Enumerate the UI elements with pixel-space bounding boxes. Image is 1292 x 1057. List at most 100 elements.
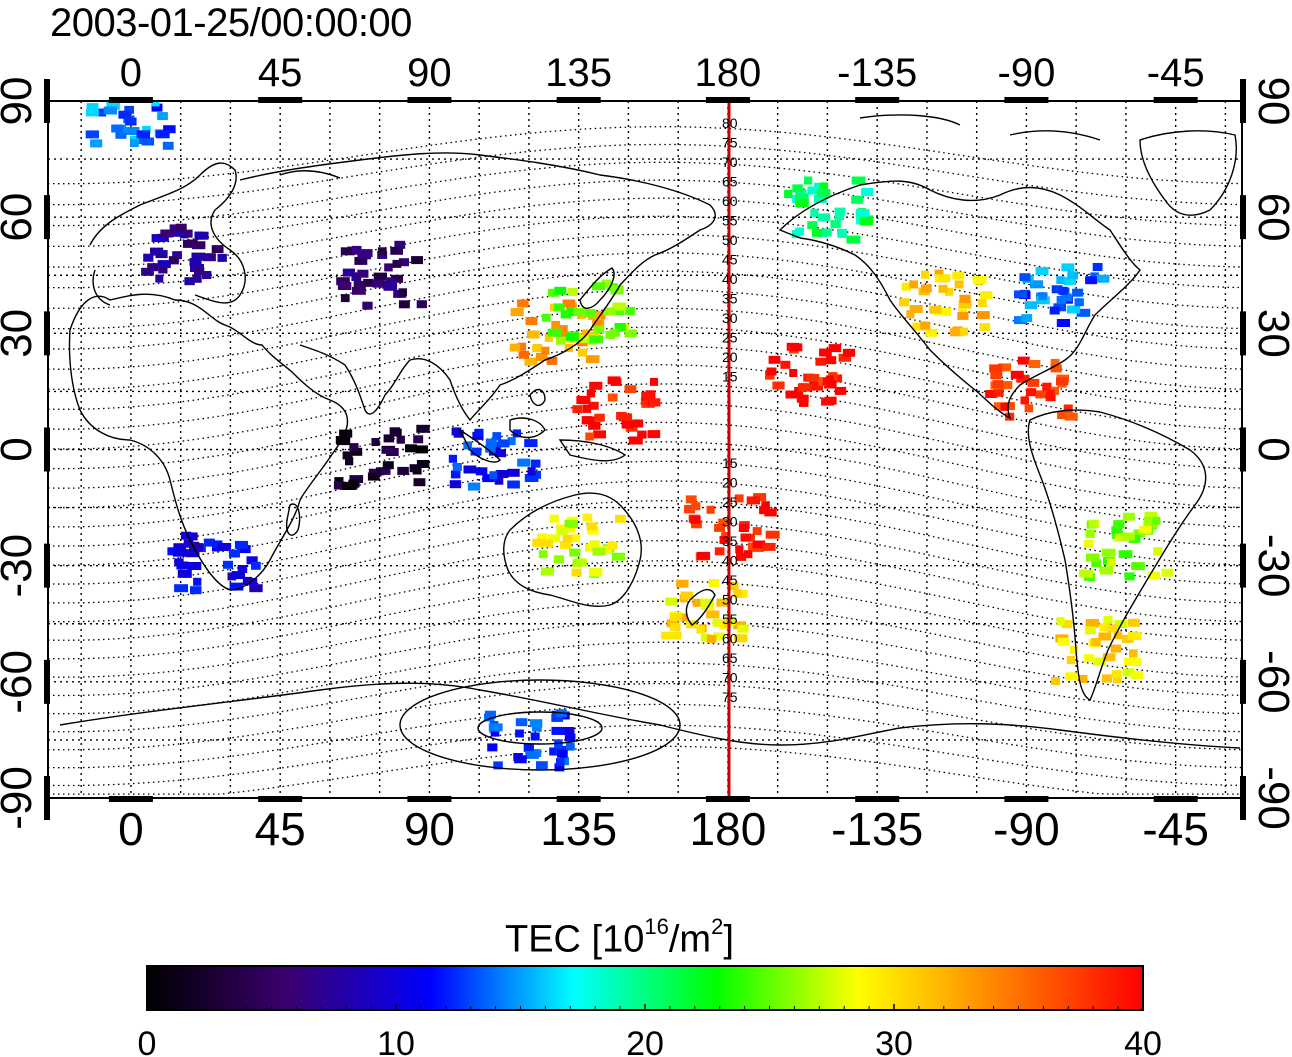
left-lat-label: -30 [0,534,41,598]
tec-patch [692,598,705,607]
tec-patch [1103,615,1113,624]
tec-patch [796,394,809,403]
tec-patch [177,569,192,578]
tec-patch [1078,675,1088,683]
tec-patch [772,381,785,390]
tec-patch [351,273,362,281]
dip-label-north: 65 [722,174,738,190]
tec-patch [515,729,524,738]
tec-patch [789,369,798,377]
dip-label-north: 70 [722,154,738,170]
tec-patch [509,343,521,352]
left-latitude-labels: 90 60 30 0 -30 -60 -90 [0,77,41,830]
bottom-lon-label: 90 [404,803,455,855]
dip-label-north: 45 [722,252,738,268]
dip-label-north: 25 [722,330,738,346]
dip-label-south: 60 [722,631,738,647]
tec-patch [1091,638,1101,646]
field-line [48,500,1242,585]
tec-patch [573,308,587,316]
tec-patch [834,207,846,216]
tec-patch [828,344,842,353]
tec-patch [846,235,861,244]
tec-patch [159,91,167,99]
field-line [48,383,1242,470]
tec-patch [1110,644,1122,653]
tec-patch [1076,308,1091,317]
tec-patch [564,733,576,742]
tec-patch [1027,378,1040,387]
tec-patch [1035,267,1049,276]
tec-patch [563,524,576,533]
tec-patch [811,382,824,391]
tec-patch [151,103,163,112]
tec-patch [807,186,820,195]
tec-patch [191,252,206,261]
tec-patch [747,542,757,551]
tec-patch [544,333,554,342]
tec-patch [581,329,590,338]
tec-patch [1051,285,1063,294]
tec-patch [738,524,749,532]
tec-patch [514,755,527,764]
tec-patch [193,267,205,276]
tec-patch [203,538,215,547]
field-line [48,307,1242,390]
tec-patch [125,117,137,126]
top-lon-label: 0 [120,51,142,95]
tec-patch [229,582,244,591]
tec-patch [1069,645,1079,654]
tec-patch [234,540,248,549]
tec-patch [190,586,202,595]
tec-patch [158,265,168,274]
tec-patch [495,470,509,478]
dip-label-north: 20 [722,349,738,365]
magnetic-field-lines [48,126,1242,795]
tec-patch [111,124,124,133]
tec-patch [390,274,404,283]
tec-patch [242,576,253,585]
tec-patch [765,371,775,380]
tec-patch [1050,364,1062,373]
top-lon-label: 135 [545,51,612,95]
tec-patch [588,421,601,430]
tec-patch [124,105,134,114]
tec-patch [718,518,728,527]
tec-patch [1131,562,1145,571]
tec-patch [354,256,368,265]
tec-patch [614,323,626,331]
tec-patch [822,228,832,237]
field-line [48,580,1242,660]
colorbar [146,965,1144,1011]
tec-patch [1019,273,1031,282]
tec-patch [560,310,572,319]
bottom-longitude-labels: 0 45 90 135 180 -135 -90 -45 [118,803,1209,855]
tec-patch [556,336,566,345]
colorbar-tick-label: 0 [138,1025,157,1057]
tec-patch [1024,404,1034,413]
tec-patch [217,543,232,551]
field-line [48,724,1242,787]
tec-patch [1111,670,1122,679]
tec-patch [561,727,575,735]
tec-patch [342,268,356,277]
dip-label-north: 60 [722,193,738,209]
tec-patch [182,239,197,248]
tec-patch [957,311,969,320]
tec-patch [1123,657,1136,666]
tec-patch [217,253,227,262]
tec-patch [490,728,500,737]
tec-patch [564,344,574,352]
tec-patch [1138,525,1152,534]
tec-patch [155,274,164,283]
tec-patch [1085,619,1100,627]
dip-label-north: 50 [722,232,738,248]
tec-patch [759,506,770,515]
colorbar-title-prefix: TEC [10 [505,918,645,961]
tec-patch [494,449,507,458]
tec-patch [1124,572,1135,581]
tec-patch [515,718,528,727]
dip-label-north: 80 [722,115,738,131]
tec-patch [851,195,864,204]
tec-patch [536,761,548,770]
